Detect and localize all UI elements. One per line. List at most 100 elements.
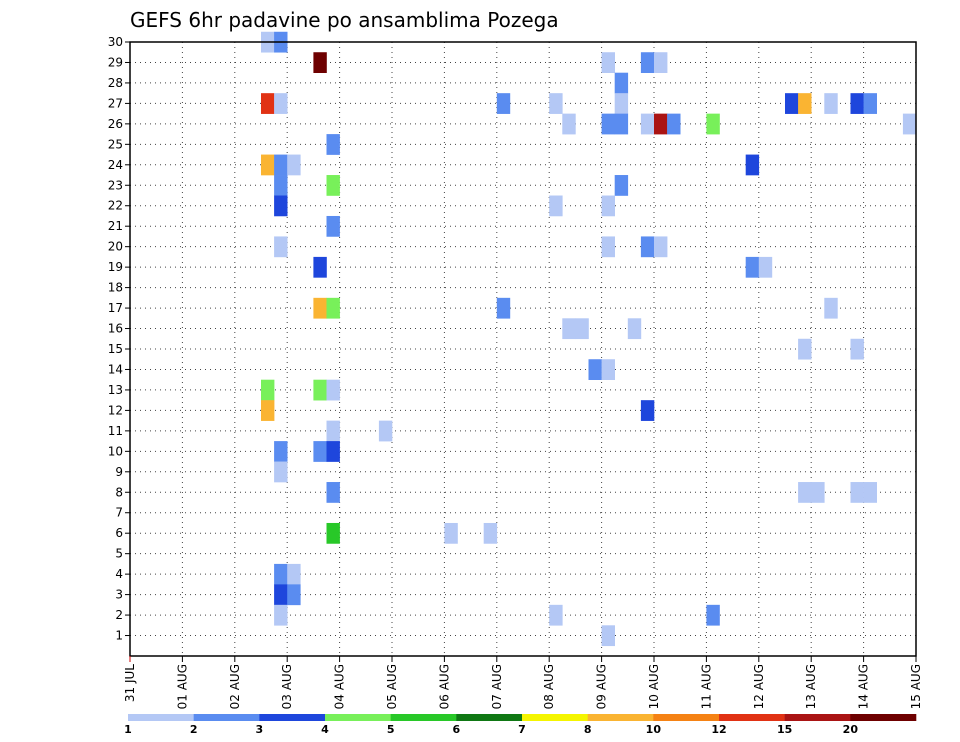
colorbar-label: 5 — [387, 723, 395, 736]
y-tick-label: 26 — [108, 117, 123, 131]
heatmap-cell — [654, 236, 668, 258]
colorbar-label: 10 — [646, 723, 662, 736]
x-tick-label: 05 AUG — [385, 664, 399, 709]
y-tick-label: 7 — [115, 506, 123, 520]
y-tick-label: 15 — [108, 342, 123, 356]
heatmap-cell — [326, 134, 340, 155]
colorbar-swatch — [259, 714, 326, 721]
colorbar-swatch — [390, 714, 457, 721]
colorbar-label: 7 — [518, 723, 526, 736]
heatmap-cell — [614, 93, 629, 114]
chart-title: GEFS 6hr padavine po ansamblima Pozega — [130, 8, 559, 32]
heatmap-cell — [549, 604, 563, 626]
x-tick-label: 02 AUG — [228, 664, 242, 709]
y-tick-label: 10 — [108, 444, 123, 458]
x-tick-label: 06 AUG — [437, 664, 451, 709]
colorbar-swatch — [128, 714, 194, 721]
heatmap-cell — [601, 195, 615, 217]
heatmap-cell — [274, 175, 288, 196]
heatmap-cell — [745, 154, 760, 176]
heatmap-cell — [614, 175, 629, 196]
x-tick-label: 13 AUG — [804, 664, 818, 709]
colorbar-swatch — [719, 714, 785, 721]
heatmap-cell — [274, 461, 288, 483]
heatmap-cell — [326, 379, 340, 401]
heatmap-cell — [863, 93, 877, 114]
heatmap-cell — [562, 318, 576, 340]
heatmap-cell — [326, 441, 340, 462]
heatmap-cell — [326, 482, 340, 503]
colorbar-label: 2 — [190, 723, 198, 736]
heatmap-cell — [863, 482, 877, 503]
y-tick-label: 4 — [115, 567, 123, 581]
y-tick-label: 29 — [108, 55, 123, 69]
heatmap-cell — [850, 338, 864, 360]
y-tick-label: 21 — [108, 219, 123, 233]
y-tick-label: 17 — [108, 301, 123, 315]
heatmap-cell — [274, 236, 288, 258]
y-tick-label: 22 — [108, 199, 123, 213]
y-tick-label: 28 — [108, 76, 123, 90]
x-axis: 31 JUL 01 AUG 02 AUG 03 AUG 04 AUG 05 AUG 06 A… — [123, 656, 923, 709]
heatmap-cell — [326, 522, 340, 544]
heatmap-cell — [824, 93, 838, 114]
x-tick-label: 08 AUG — [542, 664, 556, 709]
y-tick-label: 23 — [108, 178, 123, 192]
y-tick-label: 19 — [108, 260, 123, 274]
y-tick-label: 5 — [115, 547, 123, 561]
heatmap-cell — [496, 297, 511, 319]
heatmap-cell — [562, 113, 576, 135]
y-tick-label: 24 — [108, 158, 123, 172]
colorbar-label: 3 — [256, 723, 264, 736]
heatmap-cell — [640, 400, 655, 421]
heatmap-cell — [601, 113, 615, 135]
x-tick-label: 31 JUL — [123, 664, 137, 702]
heatmap-cell — [640, 236, 655, 258]
colorbar-swatch — [522, 714, 588, 721]
y-tick-label: 6 — [115, 526, 123, 540]
heatmap-cell — [811, 482, 825, 503]
colorbar: 1 2 3 4 5 6 7 8 10 12 15 20 — [124, 714, 917, 736]
heatmap-cell — [274, 154, 288, 176]
heatmap-cell — [549, 195, 563, 217]
heatmap-cell — [798, 338, 812, 360]
heatmap-cell — [261, 93, 275, 114]
y-tick-label: 27 — [108, 96, 123, 110]
heatmap-cell — [850, 482, 864, 503]
heatmap-cell — [798, 482, 812, 503]
heatmap-cell — [274, 584, 288, 606]
heatmap-cell — [601, 625, 615, 647]
heatmap-cell — [287, 584, 301, 606]
y-tick-label: 2 — [115, 608, 123, 622]
heatmap-cell — [287, 563, 301, 585]
heatmap-cell — [640, 113, 655, 135]
heatmap-cell — [261, 400, 275, 421]
heatmap-cell — [614, 72, 629, 94]
y-tick-label: 9 — [115, 465, 123, 479]
heatmap-cell — [313, 297, 327, 319]
heatmap-cell — [274, 93, 288, 114]
heatmap-cell — [274, 563, 288, 585]
heatmap-cell — [326, 175, 340, 196]
colorbar-label: 6 — [453, 723, 461, 736]
heatmap-cell — [496, 93, 511, 114]
heatmap-cell — [654, 113, 668, 135]
heatmap-cell — [378, 420, 393, 442]
colorbar-label: 15 — [777, 723, 792, 736]
data-cells — [261, 31, 917, 647]
colorbar-swatch — [325, 714, 391, 721]
heatmap-cell — [706, 113, 720, 135]
colorbar-swatch — [587, 714, 654, 721]
y-tick-label: 11 — [108, 424, 123, 438]
x-tick-label: 12 AUG — [752, 664, 766, 709]
heatmap-cell — [326, 420, 340, 442]
heatmap-cell — [654, 52, 668, 73]
y-tick-label: 25 — [108, 137, 123, 151]
x-tick-label: 11 AUG — [699, 664, 713, 709]
y-tick-label: 30 — [108, 35, 123, 49]
heatmap-cell — [758, 256, 773, 278]
x-tick-label: 09 AUG — [595, 664, 609, 709]
y-tick-label: 13 — [108, 383, 123, 397]
x-tick-label: 10 AUG — [647, 664, 661, 709]
x-tick-label: 07 AUG — [490, 664, 504, 709]
